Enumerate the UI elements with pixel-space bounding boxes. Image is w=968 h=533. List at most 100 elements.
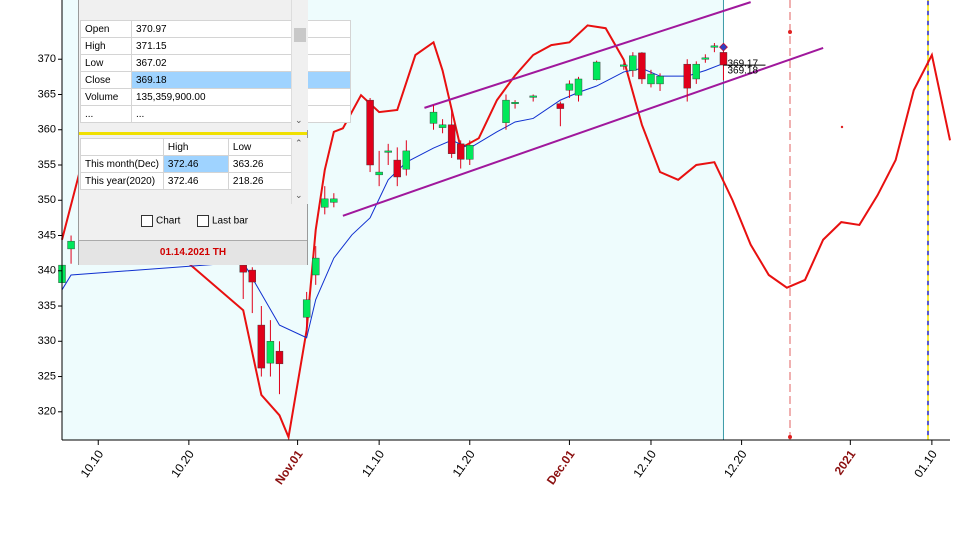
quote-value: ... xyxy=(131,105,351,123)
panel-footer: 01.14.2021 TH xyxy=(79,240,307,265)
stats-cell: This month(Dec) xyxy=(80,155,164,173)
candle-body xyxy=(393,159,401,178)
y-tick-label: 325 xyxy=(38,370,56,382)
stats-row: This year(2020) 372.46 218.26 xyxy=(80,172,294,190)
stats-cell: 218.26 xyxy=(227,172,294,190)
y-tick-label: 335 xyxy=(38,300,56,312)
price-label: 369.17 xyxy=(727,59,758,70)
quote-row: Open 370.97 xyxy=(80,20,351,38)
divider xyxy=(79,132,307,135)
stats-header-cell: Low xyxy=(227,138,294,156)
candle-body xyxy=(402,150,411,170)
checkbox[interactable]: Chart xyxy=(141,215,180,227)
candle-body xyxy=(375,171,383,176)
quote-value: 370.97 xyxy=(131,20,351,38)
x-tick-label: 11.20 xyxy=(450,447,478,479)
y-tick-label: 320 xyxy=(38,406,56,418)
x-tick-label: 12.20 xyxy=(721,447,750,480)
y-tick-label: 365 xyxy=(38,88,56,100)
x-tick-label: 2021 xyxy=(832,447,859,477)
candle-body xyxy=(384,150,392,153)
stats-header-cell: High xyxy=(162,138,229,156)
checkbox-label: Last bar xyxy=(212,215,249,227)
indicator-line xyxy=(342,47,824,217)
stats-header: High Low xyxy=(80,138,294,156)
quote-label: Volume xyxy=(80,88,132,106)
indicator-line xyxy=(61,24,951,441)
stats-cell: 372.46 xyxy=(162,172,229,190)
quote-label: Low xyxy=(80,54,132,72)
candle-body xyxy=(511,102,519,104)
candle-body xyxy=(456,143,465,160)
y-tick-label: 345 xyxy=(38,229,56,241)
candle-body xyxy=(248,269,256,283)
indicator-line xyxy=(424,1,751,109)
candle-body xyxy=(266,341,275,364)
quote-row: Low 367.02 xyxy=(80,54,351,72)
quote-label: ... xyxy=(80,105,132,123)
candle-body xyxy=(257,324,266,369)
candle-body xyxy=(438,124,447,128)
candle-body xyxy=(683,63,691,89)
checkbox[interactable]: Last bar xyxy=(197,215,248,227)
candle-body xyxy=(638,52,646,80)
candle-body xyxy=(321,198,329,208)
candle-body xyxy=(330,198,338,203)
cycle-dot xyxy=(840,125,844,129)
candle-body xyxy=(574,78,583,96)
scrollbar[interactable]: ⌃ ⌄ xyxy=(291,138,308,204)
quote-table: Open 370.97 High 371.15 Low 367.02 Close 369.18… xyxy=(80,20,351,123)
quote-value: 367.02 xyxy=(131,54,351,72)
x-tick-label: 01.10 xyxy=(911,447,940,480)
stats-row: This month(Dec) 372.46 363.26 xyxy=(80,155,294,173)
candle-body xyxy=(529,95,537,98)
candle-body xyxy=(366,99,374,166)
last-bar-marker xyxy=(719,42,728,52)
info-panel: Open 370.97 High 371.15 Low 367.02 Close 369.18… xyxy=(78,0,351,265)
y-tick-label: 340 xyxy=(38,265,56,277)
candle-body xyxy=(556,103,565,109)
candle-body xyxy=(67,240,75,250)
quote-row: ...... xyxy=(80,105,351,123)
x-tick-label: 10.20 xyxy=(168,447,197,480)
y-tick-label: 355 xyxy=(38,159,56,171)
quote-row: Volume 135,359,900.00 xyxy=(80,88,351,106)
stats-cell: This year(2020) xyxy=(80,172,164,190)
candle-body xyxy=(502,99,510,123)
stats-corner xyxy=(80,138,164,156)
x-tick-label: 12.10 xyxy=(630,447,659,480)
y-tick-label: 330 xyxy=(38,335,56,347)
x-tick-label: 10.10 xyxy=(78,447,107,480)
quote-row: Close 369.18 xyxy=(80,71,351,89)
price-label: 369.18 xyxy=(727,66,758,77)
candle-body xyxy=(710,45,719,48)
candle-body xyxy=(692,63,700,80)
candle-body xyxy=(429,111,438,124)
stats-cell: 372.46 xyxy=(162,155,229,173)
candle-body xyxy=(701,57,710,60)
x-tick-label: 11.10 xyxy=(359,447,387,479)
candle-body xyxy=(239,264,247,273)
candle-body xyxy=(620,64,628,67)
stats-cell: 363.26 xyxy=(227,155,294,173)
candle-body xyxy=(565,83,574,91)
x-tick-label: Dec.01 xyxy=(544,447,578,487)
quote-value: 371.15 xyxy=(131,37,351,55)
y-tick-label: 360 xyxy=(38,124,56,136)
quote-label: High xyxy=(80,37,132,55)
candle-body xyxy=(447,124,456,154)
quote-row: High 371.15 xyxy=(80,37,351,55)
candle-body xyxy=(466,145,474,160)
candle-body xyxy=(592,61,601,80)
cycle-dot xyxy=(788,435,792,439)
scrollbar[interactable]: ⌄ xyxy=(291,0,308,130)
candle-body xyxy=(629,55,637,71)
candle-body xyxy=(312,257,320,276)
quote-value: 369.18 xyxy=(131,71,351,89)
stats-table: High Low This month(Dec) 372.46 363.26 This y… xyxy=(80,138,294,190)
candle-body xyxy=(656,75,664,85)
quote-label: Close xyxy=(80,71,132,89)
y-tick-label: 350 xyxy=(38,194,56,206)
checkbox-label: Chart xyxy=(156,215,181,227)
